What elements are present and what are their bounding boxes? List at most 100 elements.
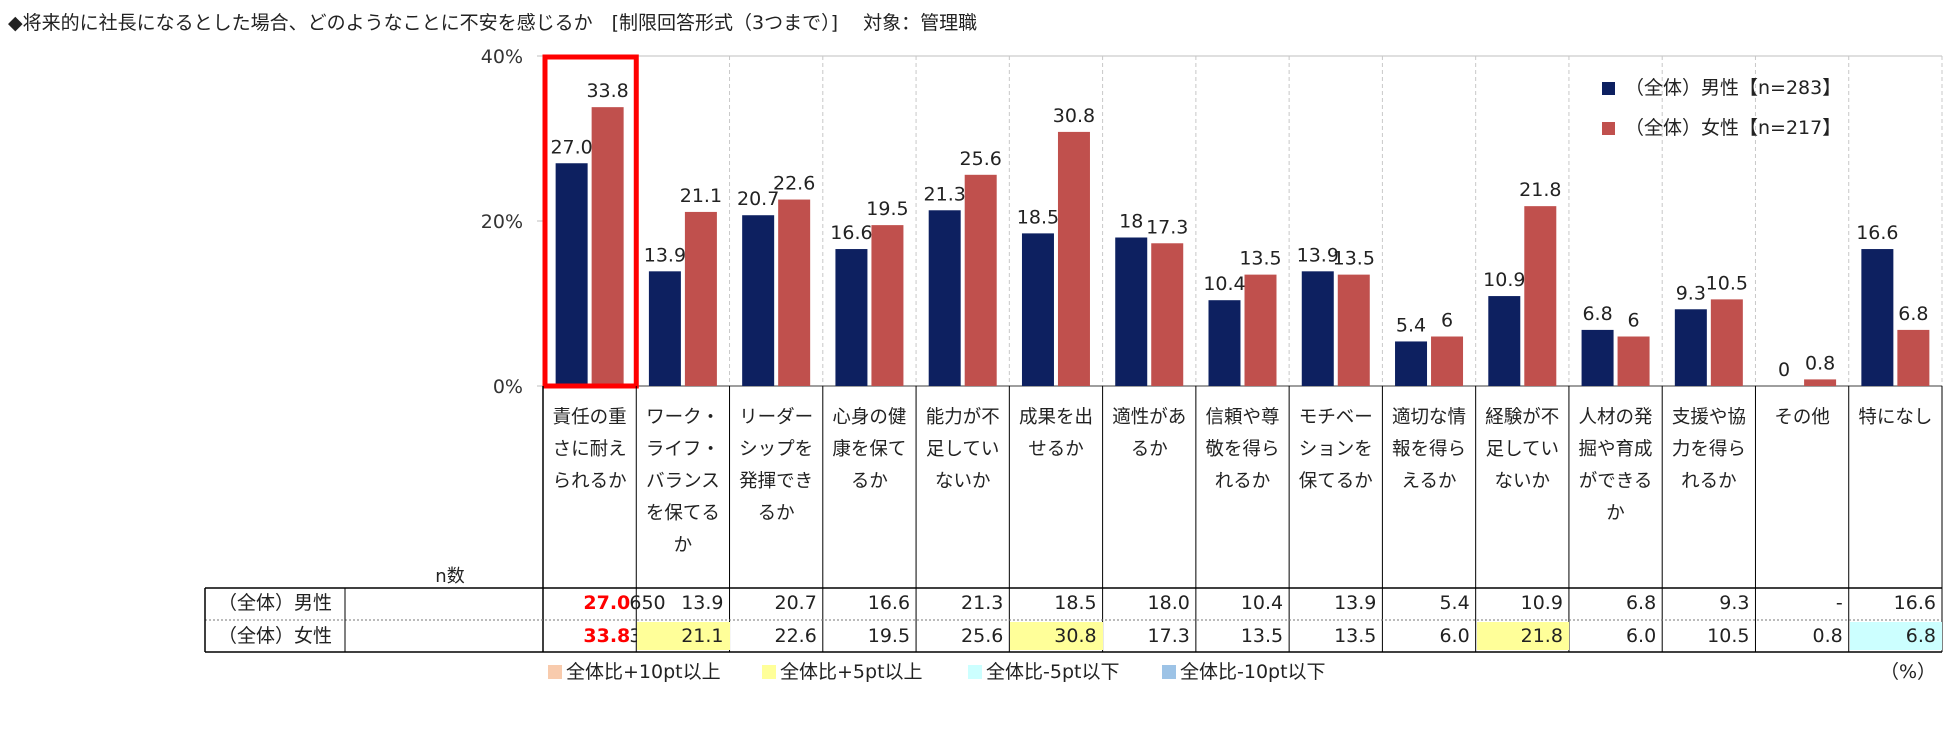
category-label-line: 報を得ら [1392, 439, 1467, 460]
row-label-male: （全体）男性 [217, 592, 332, 614]
bar-female [778, 199, 811, 386]
table-row-male: （全体）男性 650 27.0 13.9 20.7 16.6 21.3 18.5 18.0 1… [205, 589, 1942, 617]
table-cell: - [1835, 592, 1843, 614]
data-label-male: 5.4 [1396, 314, 1426, 336]
category-label-line: ライフ・ [645, 439, 720, 460]
category-label: モチベー ションを 保てるか [1289, 398, 1382, 588]
category-label: 適切な情 報を得ら えるか [1382, 398, 1475, 588]
bar-male [1021, 233, 1054, 386]
category-label-line: えるか [1401, 471, 1457, 492]
category-label-line: 信頼や尊 [1205, 407, 1280, 428]
highlight-legend-0: 全体比+10pt以上 [548, 657, 721, 684]
data-label-male: 21.3 [924, 183, 966, 205]
data-label-female: 22.6 [773, 173, 815, 195]
table-cell: 10.5 [1707, 625, 1750, 647]
category-label: 責任の重 さに耐え られるか [543, 398, 636, 588]
data-label-male: 9.3 [1676, 282, 1706, 304]
category-label-line: 力を得ら [1671, 439, 1746, 460]
data-label-male: 18 [1119, 211, 1143, 233]
data-label-female: 13.5 [1239, 248, 1281, 270]
bar-male [1395, 341, 1428, 386]
data-label-male: 6.8 [1582, 303, 1612, 325]
data-label-female: 21.1 [680, 185, 722, 207]
category-label-line: 敬を得ら [1205, 439, 1280, 460]
bar-male [835, 249, 868, 386]
y-tick-label: 40% [481, 46, 523, 68]
table-cell: 6.8 [1625, 592, 1657, 614]
highlight-legend-label: 全体比+10pt以上 [566, 661, 721, 683]
category-label-line: さに耐え [552, 439, 627, 460]
table-cell: 17.3 [1147, 625, 1190, 647]
bar-male [1115, 237, 1148, 386]
highlight-legend-1: 全体比+5pt以上 [762, 657, 923, 684]
highlight-legend-label: 全体比-10pt以下 [1180, 661, 1326, 683]
highlight-legend-label: 全体比+5pt以上 [780, 661, 923, 683]
data-label-male: 16.6 [830, 222, 872, 244]
data-label-female: 0.8 [1805, 352, 1835, 374]
bar-female [684, 211, 717, 386]
table-cell: 10.4 [1240, 592, 1284, 614]
category-label-line: か [1606, 503, 1625, 524]
table-cell: 20.7 [774, 592, 817, 614]
category-label-line: を保てる [645, 503, 720, 524]
highlight-legend-label: 全体比-5pt以下 [986, 661, 1120, 683]
bar-female [1617, 336, 1650, 386]
category-label-line: 足してい [1485, 439, 1560, 460]
bar-female [1151, 243, 1184, 386]
bar-male [928, 210, 961, 386]
bar-female [1897, 329, 1930, 386]
y-tick-label: 20% [481, 211, 523, 233]
category-label-line: ないか [934, 471, 991, 492]
category-label-line: 適性があ [1112, 407, 1187, 428]
data-label-female: 13.5 [1333, 248, 1375, 270]
table-row-female: （全体）女性 350 33.821.122.619.525.630.817.31… [205, 622, 1942, 650]
bar-female [964, 174, 997, 386]
data-label-male: 13.9 [1297, 244, 1339, 266]
table-cell: 21.3 [961, 592, 1004, 614]
table-cell: 13.5 [1240, 625, 1284, 647]
chart-title: ◆将来的に社長になるとした場合、どのようなことに不安を感じるか [制限回答形式（… [8, 12, 978, 34]
category-label: 能力が不 足してい ないか [916, 398, 1009, 588]
table-cell: 16.6 [1893, 592, 1936, 614]
bar-female [1524, 206, 1557, 386]
table-cell: 18.5 [1054, 592, 1097, 614]
table-cell: 6.8 [1849, 622, 1942, 650]
data-label-male: 10.4 [1203, 273, 1245, 295]
row-label-female: （全体）女性 [217, 625, 332, 647]
data-label-male: 18.5 [1017, 206, 1059, 228]
bar-male [555, 163, 588, 386]
data-label-male: 16.6 [1856, 222, 1898, 244]
category-label-line: 特になし [1858, 407, 1933, 428]
table-cell: 13.9 [1334, 592, 1377, 614]
category-label-line: バランス [646, 471, 720, 492]
data-label-male: 20.7 [737, 188, 779, 210]
data-label-male: 27.0 [550, 136, 592, 158]
category-label-line: ができる [1578, 471, 1653, 492]
data-label-female: 21.8 [1519, 179, 1561, 201]
bar-female [1244, 274, 1277, 386]
category-label-line: れるか [1214, 471, 1271, 492]
table-cell: 13.9 [681, 592, 724, 614]
table-cell: 19.5 [867, 625, 911, 647]
y-tick-label: 0% [493, 376, 523, 398]
category-label-line: 能力が不 [925, 407, 1000, 428]
bar-male [1301, 271, 1334, 386]
table-cell: 0.8 [1812, 625, 1843, 647]
bar-female [591, 107, 624, 387]
swatch-minus5 [968, 665, 982, 679]
table-cell: 27.0 [583, 592, 631, 614]
category-label-line: 発揮でき [739, 471, 814, 492]
category-label-line: その他 [1774, 407, 1830, 428]
table-cell: 25.6 [961, 625, 1004, 647]
category-label: その他 [1755, 398, 1848, 588]
data-label-female: 6 [1441, 310, 1453, 332]
bar-female [1431, 336, 1464, 386]
highlight-frame [542, 54, 639, 389]
table-cell: 22.6 [774, 625, 817, 647]
unit-label: （%） [1880, 661, 1937, 683]
bar-male [1674, 309, 1707, 386]
category-label-line: るか [1130, 439, 1168, 460]
table-cell: 6.0 [1439, 625, 1470, 647]
bar-male [648, 271, 681, 386]
data-label-male: 10.9 [1483, 269, 1525, 291]
